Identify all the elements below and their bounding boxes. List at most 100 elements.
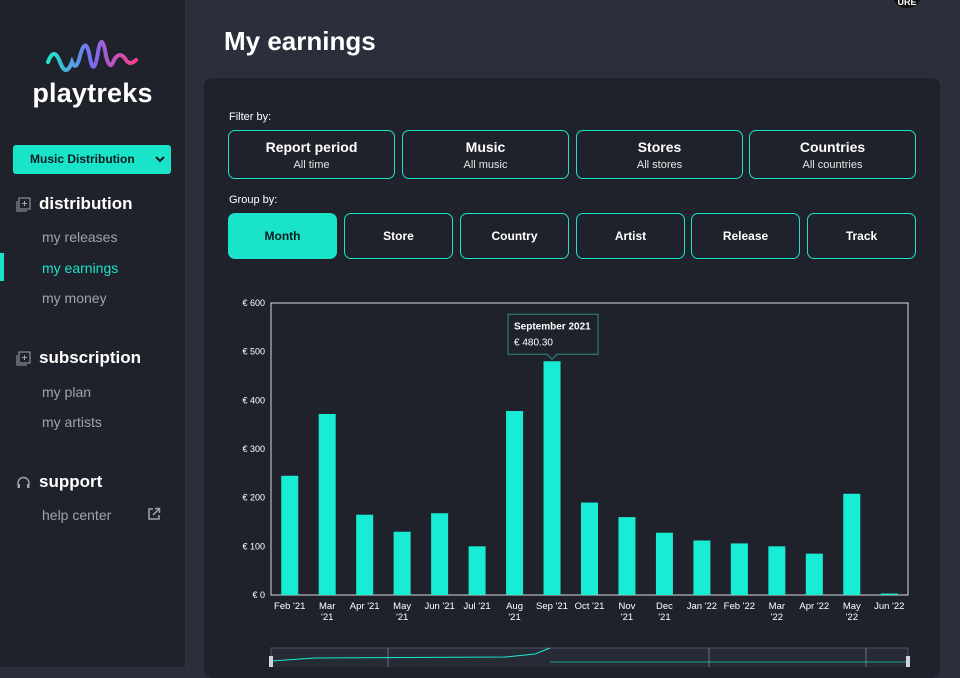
group-month-button[interactable]: Month [228,213,337,259]
bar [581,502,598,595]
bar [618,517,636,595]
filter-value: All countries [802,159,863,171]
x-tick-label: '21 [396,612,408,623]
page-title: My earnings [224,26,376,56]
brand-name: playtreks [32,78,153,108]
nav-my-money[interactable]: my money [42,290,107,306]
filter-label: Filter by: [229,111,272,123]
bar [393,531,411,595]
nav-my-releases[interactable]: my releases [42,229,118,245]
bar [506,411,524,595]
y-tick-label: € 500 [242,347,265,357]
filter-title: Stores [637,139,682,155]
distribution-dropdown[interactable]: Music Distribution [13,145,171,174]
nav-my-plan[interactable]: my plan [42,384,92,400]
sidebar: playtreks Music Distribution distributio… [0,0,186,667]
x-tick-label: Feb '21 [274,601,305,612]
nav-my-artists[interactable]: my artists [42,414,102,430]
x-tick-label: Dec [656,601,673,612]
y-tick-label: € 300 [242,444,265,454]
filter-value: All time [293,159,330,171]
filter-title: Countries [799,139,866,155]
chevron-down-icon [155,156,165,163]
group-release-button[interactable]: Release [691,213,800,259]
logo-wave-icon [46,40,138,72]
add-box-icon [16,197,31,211]
section-title: distribution [39,194,133,213]
y-tick-label: € 600 [242,298,265,308]
x-tick-label: Jun '21 [424,601,454,612]
x-tick-label: Jun '22 [874,601,904,612]
x-tick-label: Sep '21 [536,601,568,612]
bar [880,593,898,595]
x-tick-label: Oct '21 [575,601,605,612]
x-tick-label: Mar [769,601,785,612]
bar [281,475,299,595]
dropdown-value: Music Distribution [30,152,135,166]
navigator-handle-right [906,656,910,667]
nav-help-center[interactable]: help center [42,507,112,523]
x-tick-label: '21 [321,612,333,623]
x-tick-label: Feb '22 [724,601,755,612]
bar [805,553,823,595]
headset-icon [17,476,30,488]
group-store-button[interactable]: Store [344,213,453,259]
filter-countries[interactable]: Countries All countries [749,130,916,179]
filter-value: All stores [636,159,683,171]
nav-my-earnings[interactable]: my earnings [42,260,119,276]
section-support: support [16,472,102,492]
section-title: subscription [39,348,142,367]
section-distribution: distribution [16,194,132,214]
filter-stores[interactable]: Stores All stores [576,130,743,179]
x-tick-label: Jan '22 [687,601,717,612]
avatar[interactable]: URE [892,0,922,8]
x-tick-label: '21 [621,612,633,623]
filter-music[interactable]: Music All music [402,130,569,179]
filter-title: Report period [265,139,358,155]
navigator-line [270,647,551,662]
bar [356,514,374,595]
y-tick-label: € 200 [242,493,265,503]
filter-value: All music [463,159,508,171]
x-tick-label: May [393,601,411,612]
navigator-handle-left [269,656,273,667]
group-label: Group by: [229,194,278,206]
x-tick-label: Apr '21 [350,601,380,612]
x-tick-label: Jul '21 [464,601,491,612]
tooltip-title: September 2021 [514,321,591,332]
x-tick-label: Nov [619,601,636,612]
x-tick-label: '21 [508,612,520,623]
x-tick-label: '22 [846,612,858,623]
bar [431,513,449,595]
x-tick-label: Aug [506,601,523,612]
group-artist-button[interactable]: Artist [576,213,685,259]
x-tick-label: Apr '22 [799,601,829,612]
bar [768,546,786,595]
bar [318,413,336,595]
filter-title: Music [465,139,506,155]
tooltip-value: € 480.30 [514,337,553,348]
y-tick-label: € 0 [252,590,265,600]
bar [843,493,861,595]
section-subscription: subscription [16,348,141,368]
bar [730,543,748,595]
filter-report-period[interactable]: Report period All time [228,130,395,179]
earnings-chart: € 0 € 100 € 200 € 300 € 400 € 500 € 600 Feb '21… [242,298,910,667]
y-tick-label: € 100 [242,541,265,551]
tooltip-box [507,313,599,360]
group-country-button[interactable]: Country [460,213,569,259]
bar [543,361,561,595]
bar [655,532,673,595]
y-tick-label: € 400 [242,395,265,405]
x-tick-label: '21 [658,612,670,623]
x-tick-label: '22 [771,612,783,623]
bar [693,540,711,595]
section-title: support [39,472,103,491]
group-track-button[interactable]: Track [807,213,916,259]
add-box-icon [16,351,31,365]
bar [468,546,486,595]
x-tick-label: Mar [319,601,335,612]
external-link-icon[interactable] [147,507,161,521]
x-tick-label: May [843,601,861,612]
active-indicator [0,253,4,281]
